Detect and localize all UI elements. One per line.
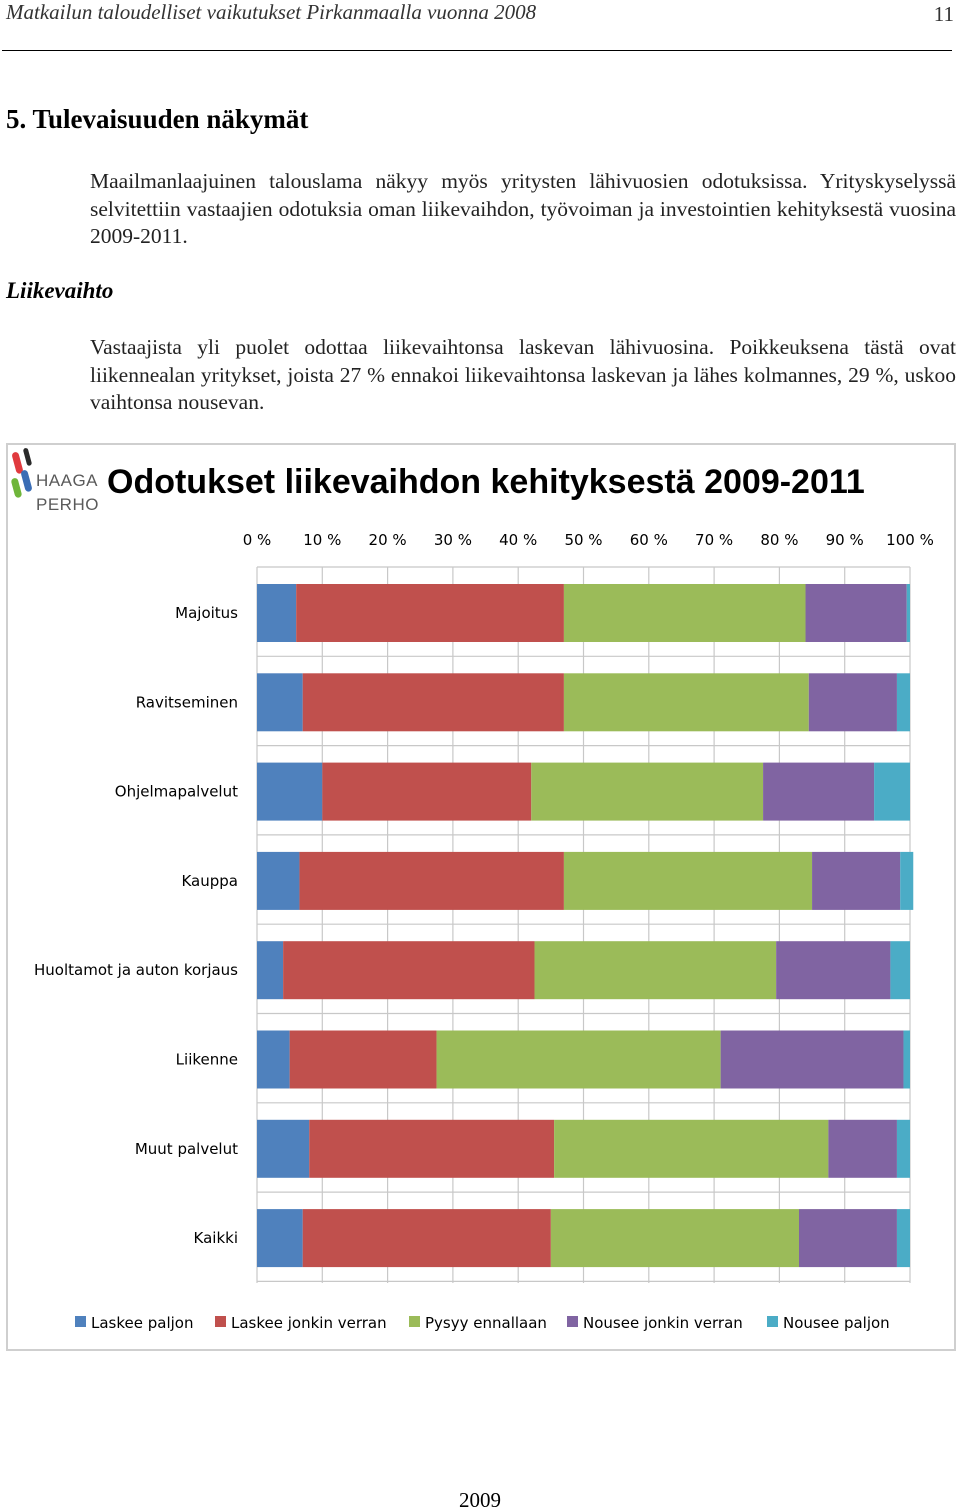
bar-segment [531,762,764,821]
bar-segment [257,1030,290,1089]
section-heading: 5. Tulevaisuuden näkymät [6,104,309,134]
bar-segment [808,673,897,732]
category-label: Ohjelmapalvelut [115,783,238,801]
bar-segment [257,851,300,910]
side-label-liikevaihto: Liikevaihto [6,278,114,303]
legend: Laskee paljon Laskee jonkin verran Pysyy e… [75,1314,890,1332]
bar-segment [302,673,564,732]
legend-label: Laskee jonkin verran [231,1314,387,1332]
bar-segment [903,1030,910,1089]
bar-segment [309,1119,555,1178]
bar-segment [763,762,875,821]
bar-segment [302,1209,551,1268]
legend-swatch [75,1316,86,1327]
bar-segment [874,762,910,821]
logo-mark-blue [21,470,32,492]
bar-segment [563,673,809,732]
legend-swatch [215,1316,226,1327]
x-tick-label: 60 % [630,531,668,549]
category-label: Muut palvelut [135,1140,238,1158]
bars [257,584,914,1268]
revenue-paragraph: Vastaajista yli puolet odottaa liikevaih… [90,335,956,414]
legend-swatch [767,1316,778,1327]
bar-segment [283,941,535,1000]
legend-label: Nousee jonkin verran [583,1314,743,1332]
running-header: Matkailun taloudelliset vaikutukset Pirk… [6,0,958,30]
bar-segment [257,762,323,821]
x-tick-label: 70 % [695,531,733,549]
bar-segment [257,1119,310,1178]
logo-mark-green [11,478,22,498]
bar-segment [812,851,901,910]
bar-segment [257,1209,303,1268]
header-divider [2,50,952,51]
logo-mark-dark [23,448,32,466]
x-tick-label: 80 % [760,531,798,549]
x-tick-label: 20 % [369,531,407,549]
bar-segment [896,1119,910,1178]
haaga-perho-logo-icon: HAAGA PERHO [11,448,99,514]
category-label: Majoitus [175,604,238,622]
category-label: Kaikki [194,1229,238,1247]
bar-segment [720,1030,904,1089]
category-label: Liikenne [176,1051,238,1069]
x-axis-ticks: 0 % 10 % 20 % 30 % 40 % 50 % 60 % 70 % 80 % 90 % 1… [243,531,934,549]
category-label: Huoltamot ja auton korjaus [34,961,238,979]
x-tick-label: 0 % [243,531,272,549]
bar-segment [890,941,910,1000]
legend-label: Laskee paljon [91,1314,193,1332]
bar-segment [289,1030,437,1089]
bar-segment [436,1030,721,1089]
bar-segment [798,1209,897,1268]
x-tick-label: 100 % [886,531,934,549]
x-tick-label: 90 % [826,531,864,549]
intro-paragraph: Maailmanlaajuinen talouslama näkyy myös … [90,169,956,248]
logo-text-haaga: HAAGA [36,471,98,490]
bar-segment [896,673,910,732]
logo-mark-red [12,452,23,474]
stacked-bar-chart: HAAGA PERHO Odotukset liikevaihdon kehit… [11,448,934,1332]
bar-segment [322,762,532,821]
chart-title: Odotukset liikevaihdon kehityksestä 2009… [107,463,865,501]
bar-segment [257,673,303,732]
page-footer-year: 2009 [459,1488,501,1512]
legend-swatch [567,1316,578,1327]
bar-segment [296,584,564,642]
x-tick-label: 30 % [434,531,472,549]
category-label: Kauppa [181,872,238,890]
x-tick-label: 40 % [499,531,537,549]
bar-segment [257,941,284,1000]
bar-segment [828,1119,897,1178]
bar-segment [896,1209,910,1268]
bar-segment [299,851,564,910]
bar-segment [805,584,907,642]
bar-segment [554,1119,829,1178]
x-tick-label: 10 % [303,531,341,549]
bar-segment [900,851,914,910]
legend-label: Pysyy ennallaan [425,1314,547,1332]
logo-text-perho: PERHO [36,495,99,514]
legend-swatch [409,1316,420,1327]
bar-segment [776,941,891,1000]
category-labels: Majoitus Ravitseminen Ohjelmapalvelut Kaupp… [34,604,238,1247]
page-number: 11 [933,2,954,26]
category-label: Ravitseminen [136,693,238,711]
legend-label: Nousee paljon [783,1314,890,1332]
bar-segment [906,584,910,642]
x-tick-label: 50 % [564,531,602,549]
bar-segment [563,851,813,910]
bar-segment [563,584,806,642]
document-title: Matkailun taloudelliset vaikutukset Pirk… [6,0,537,24]
bar-segment [534,941,777,1000]
bar-segment [257,584,297,642]
bar-segment [550,1209,799,1268]
